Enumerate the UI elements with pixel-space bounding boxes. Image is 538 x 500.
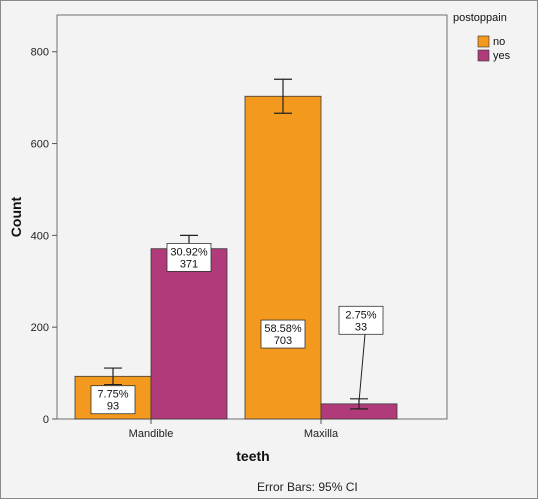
data-label-count: 93 — [107, 401, 119, 413]
data-label-percent: 2.75% — [345, 309, 376, 321]
y-tick-label: 200 — [31, 322, 49, 334]
label-leader-line — [358, 334, 366, 402]
bar-no-maxilla — [244, 95, 322, 420]
data-label-box — [338, 305, 384, 335]
data-label-percent: 30.92% — [170, 246, 208, 258]
legend: postoppain no yes — [453, 12, 511, 62]
bar-yes-mandible — [150, 248, 228, 420]
data-label-yes-mandible: 30.92%371 — [166, 242, 212, 272]
data-label-box — [166, 242, 212, 272]
data-label-box — [260, 319, 306, 349]
x-axis: Mandible Maxilla — [129, 419, 339, 440]
data-label-count: 33 — [355, 321, 367, 333]
data-label-percent: 7.75% — [97, 389, 128, 401]
x-tick-label: Mandible — [129, 428, 174, 440]
x-tick-label: Maxilla — [304, 428, 339, 440]
y-axis: 0 200 400 600 800 — [31, 47, 57, 426]
data-label-count: 371 — [180, 258, 198, 270]
legend-swatch-no — [477, 35, 490, 48]
data-label-percent: 58.58% — [264, 323, 302, 335]
footnote: Error Bars: 95% CI — [257, 480, 358, 494]
data-label-yes-maxilla: 2.75%33 — [338, 305, 384, 402]
legend-title: postoppain — [453, 12, 507, 24]
y-tick-label: 400 — [31, 230, 49, 242]
y-tick-label: 800 — [31, 47, 49, 59]
data-label-no-maxilla: 58.58%703 — [260, 319, 306, 349]
y-tick-label: 0 — [43, 414, 49, 426]
y-tick-label: 600 — [31, 139, 49, 151]
legend-label-no: no — [493, 36, 505, 48]
legend-label-yes: yes — [493, 50, 511, 62]
data-labels: 7.75%93 58.58%703 30.92%371 2.75%33 — [90, 242, 384, 415]
legend-swatch-yes — [477, 49, 490, 62]
y-axis-title: Count — [8, 196, 24, 237]
x-axis-title: teeth — [236, 448, 269, 464]
data-label-box — [90, 385, 136, 415]
data-label-no-mandible: 7.75%93 — [90, 385, 136, 415]
data-label-count: 703 — [274, 335, 292, 347]
